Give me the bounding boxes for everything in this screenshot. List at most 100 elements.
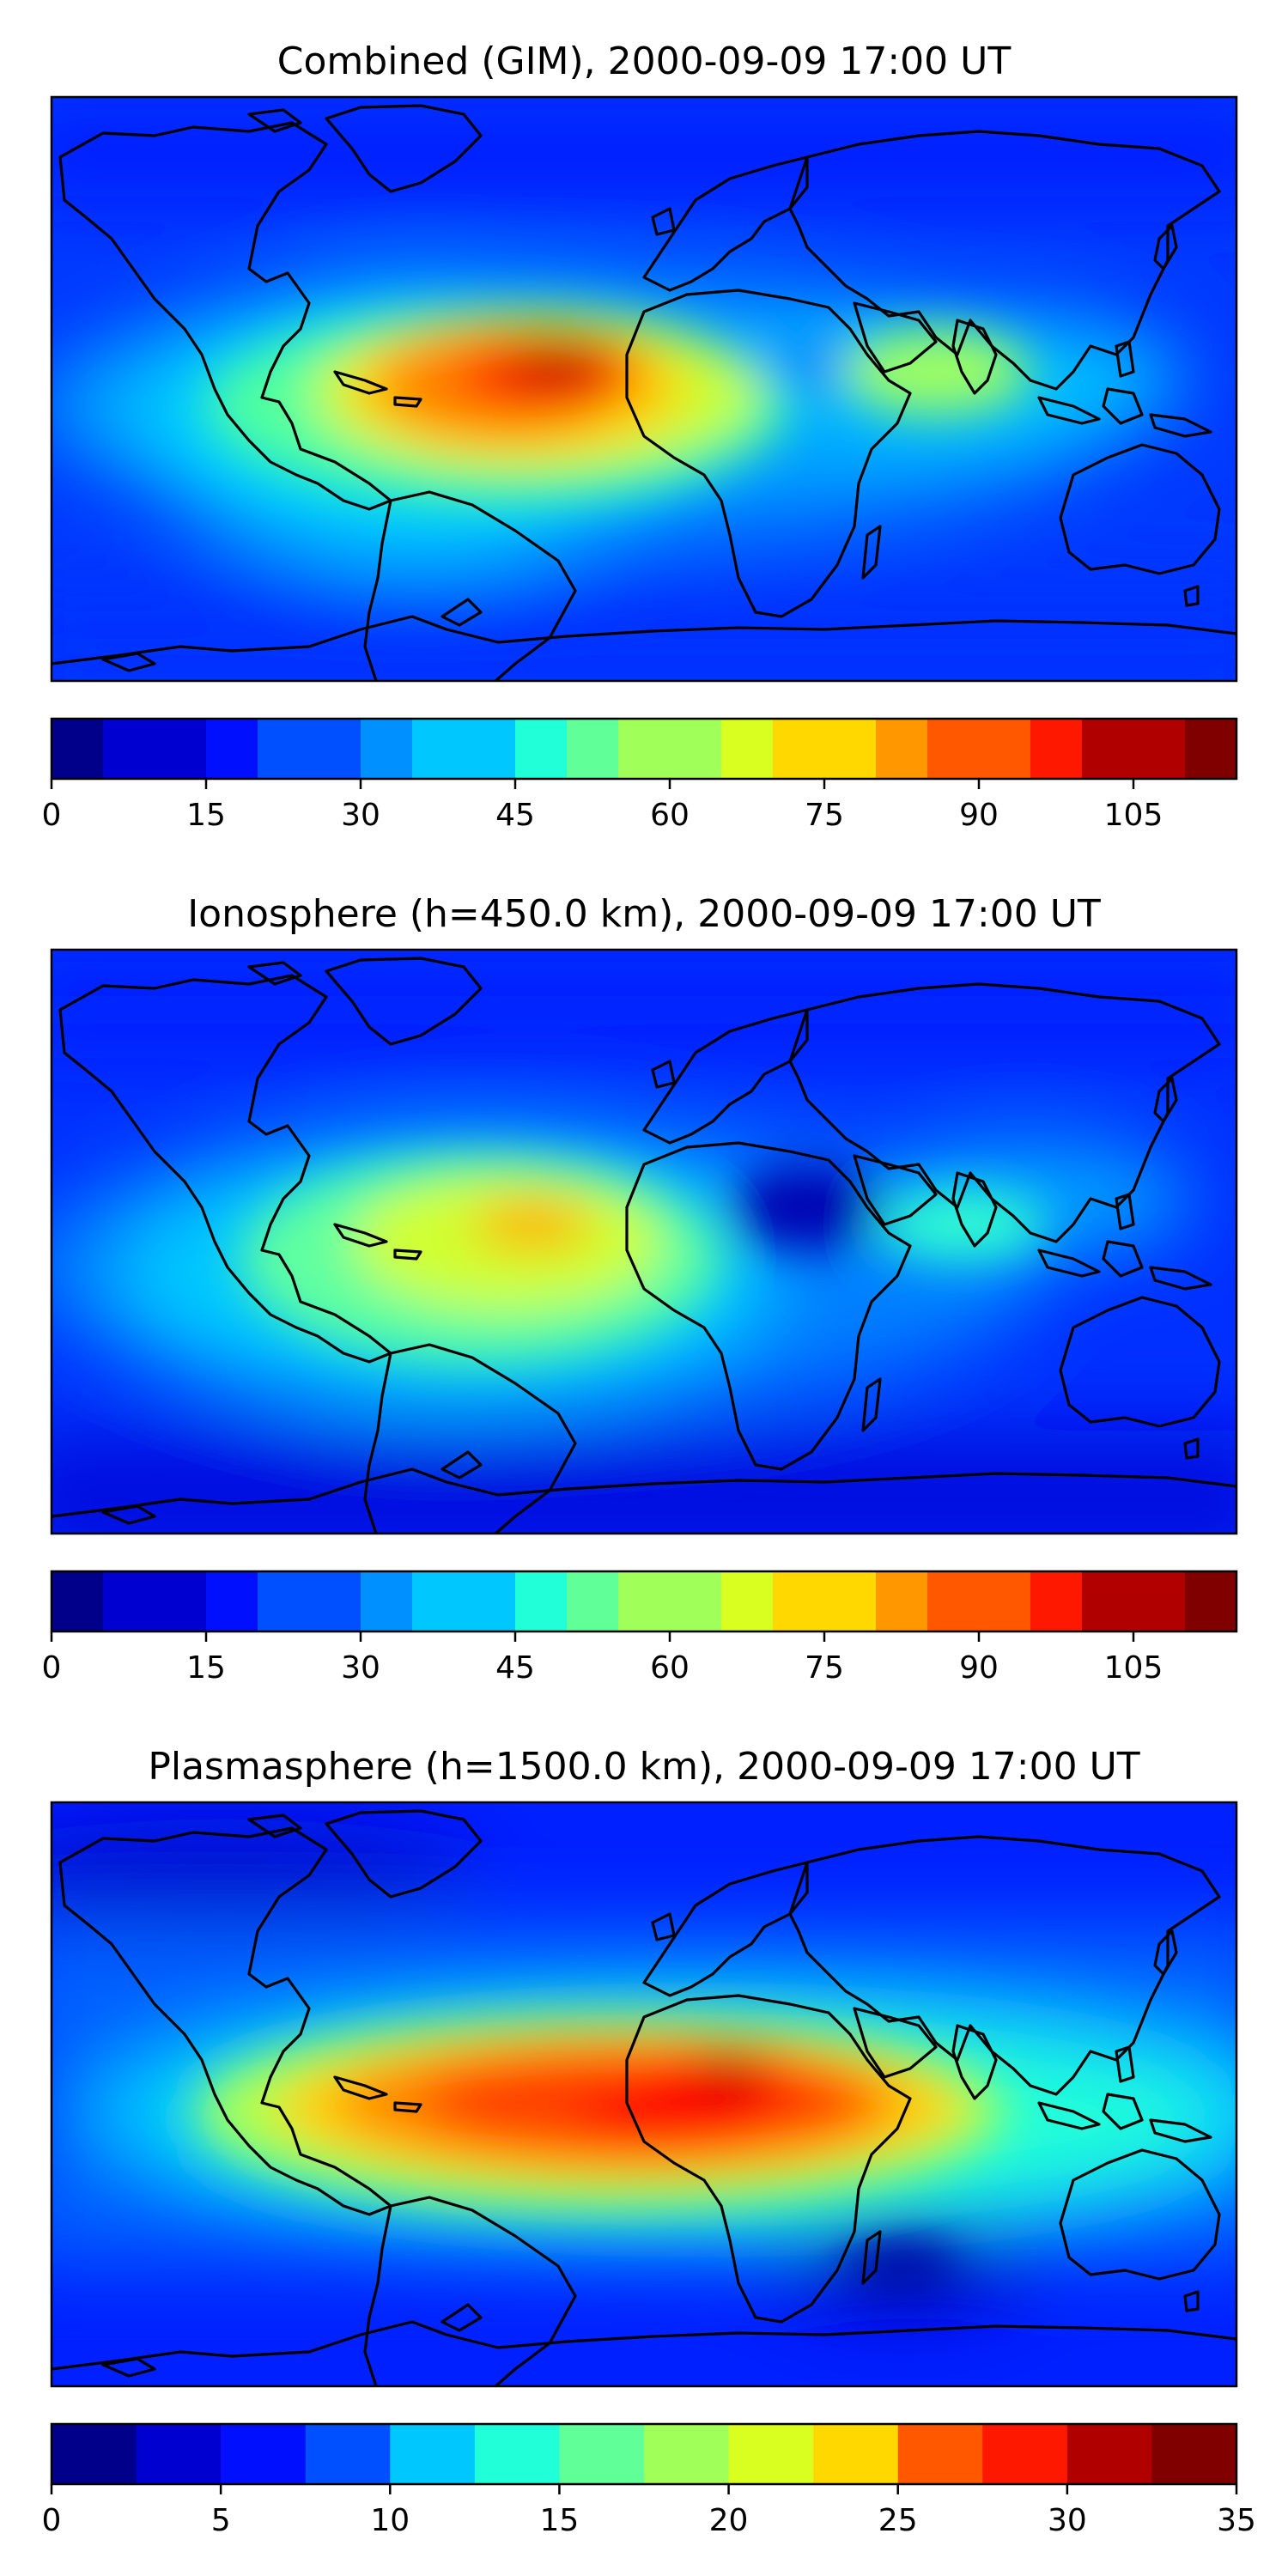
colorbar-tick-label: 105 bbox=[1104, 1650, 1163, 1686]
colorbar-tick-label: 90 bbox=[959, 798, 999, 833]
colorbar-tick-label: 10 bbox=[370, 2503, 410, 2538]
colorbar-tick-label: 0 bbox=[42, 1650, 62, 1686]
colorbar-swatch bbox=[876, 1571, 928, 1631]
colorbar-swatch bbox=[390, 2424, 476, 2484]
colorbar-tick-label: 75 bbox=[805, 798, 844, 833]
colorbar-swatch bbox=[309, 1571, 361, 1631]
colorbar-swatch bbox=[52, 719, 104, 779]
colorbar-tick-label: 45 bbox=[495, 1650, 535, 1686]
colorbar-swatch bbox=[773, 719, 825, 779]
colorbar-swatch bbox=[813, 2424, 899, 2484]
colorbar-swatch bbox=[206, 719, 258, 779]
colorbar-tick-label: 0 bbox=[42, 2503, 62, 2538]
colorbar-swatch bbox=[1133, 1571, 1186, 1631]
colorbar-swatch bbox=[361, 719, 413, 779]
colorbar-swatch bbox=[412, 719, 465, 779]
colorbar-swatch bbox=[361, 1571, 413, 1631]
colorbar-swatch bbox=[567, 719, 619, 779]
colorbar-swatch bbox=[103, 719, 155, 779]
colorbar-tick-label: 25 bbox=[878, 2503, 918, 2538]
colorbar-swatch bbox=[721, 719, 774, 779]
colorbar-swatch bbox=[258, 1571, 310, 1631]
colorbar-tick-label: 90 bbox=[959, 1650, 999, 1686]
colorbar-tick-label: 30 bbox=[1048, 2503, 1087, 2538]
colorbar-swatch bbox=[305, 2424, 391, 2484]
colorbar-tick-label: 15 bbox=[540, 2503, 580, 2538]
colorbar-swatch bbox=[927, 1571, 980, 1631]
colorbar-tick-label: 20 bbox=[709, 2503, 749, 2538]
colorbar: 0 15 30 45 60 75 90 105 bbox=[42, 1570, 1238, 1686]
colorbar-swatch bbox=[464, 719, 516, 779]
map-field bbox=[52, 1802, 1236, 2386]
map-field bbox=[52, 950, 1236, 1534]
panel-title: Combined (GIM), 2000-09-09 17:00 UT bbox=[277, 39, 1012, 83]
colorbar-tick-label: 75 bbox=[805, 1650, 844, 1686]
colorbar-swatch bbox=[1185, 719, 1237, 779]
colorbar-swatch bbox=[1082, 719, 1134, 779]
panel-ionosphere: Ionosphere (h=450.0 km), 2000-09-09 17:0… bbox=[42, 892, 1238, 1686]
colorbar-swatch bbox=[258, 719, 310, 779]
colorbar-swatch bbox=[155, 719, 207, 779]
colorbar-swatch bbox=[927, 719, 980, 779]
colorbar-swatch bbox=[773, 1571, 825, 1631]
colorbar-swatch bbox=[136, 2424, 222, 2484]
colorbar-swatch bbox=[1151, 2424, 1237, 2484]
colorbar-swatch bbox=[464, 1571, 516, 1631]
colorbar-swatch bbox=[670, 719, 722, 779]
colorbar-swatch bbox=[979, 719, 1031, 779]
colorbar-swatch bbox=[1066, 2424, 1153, 2484]
colorbar-swatch bbox=[644, 2424, 730, 2484]
colorbar-swatch bbox=[52, 2424, 137, 2484]
colorbar-swatch bbox=[515, 719, 568, 779]
colorbar-tick-label: 60 bbox=[650, 798, 690, 833]
colorbar-swatch bbox=[1030, 1571, 1083, 1631]
colorbar-swatch bbox=[155, 1571, 207, 1631]
colorbar-swatch bbox=[221, 2424, 307, 2484]
colorbar-tick-label: 15 bbox=[186, 798, 226, 833]
colorbar-swatch bbox=[1030, 719, 1083, 779]
colorbar-swatch bbox=[670, 1571, 722, 1631]
colorbar-tick-label: 30 bbox=[341, 1650, 380, 1686]
colorbar-swatch bbox=[618, 1571, 671, 1631]
colorbar-swatch bbox=[474, 2424, 561, 2484]
colorbar-tick-label: 105 bbox=[1104, 798, 1163, 833]
colorbar-swatch bbox=[876, 719, 928, 779]
colorbar-tick-label: 5 bbox=[211, 2503, 231, 2538]
colorbar-swatch bbox=[1082, 1571, 1134, 1631]
colorbar-swatch bbox=[824, 1571, 877, 1631]
colorbar-swatch bbox=[721, 1571, 774, 1631]
colorbar-swatch bbox=[1133, 719, 1186, 779]
map-frame bbox=[50, 948, 1238, 1535]
colorbar-tick-label: 0 bbox=[42, 798, 62, 833]
panel-title: Plasmasphere (h=1500.0 km), 2000-09-09 1… bbox=[148, 1745, 1139, 1789]
map-field bbox=[52, 97, 1236, 681]
colorbar-swatch bbox=[979, 1571, 1031, 1631]
colorbar-swatch bbox=[206, 1571, 258, 1631]
colorbar-swatch bbox=[982, 2424, 1068, 2484]
colorbar-swatch bbox=[412, 1571, 465, 1631]
colorbar-tick-label: 30 bbox=[341, 798, 380, 833]
colorbar-swatch bbox=[728, 2424, 814, 2484]
colorbar-swatch bbox=[52, 1571, 104, 1631]
colorbar: 0 15 30 45 60 75 90 105 bbox=[42, 717, 1238, 833]
colorbar-swatch bbox=[1185, 1571, 1237, 1631]
colorbar-swatch bbox=[309, 719, 361, 779]
colorbar-swatch bbox=[824, 719, 877, 779]
colorbar-swatch bbox=[897, 2424, 983, 2484]
colorbar-swatch bbox=[567, 1571, 619, 1631]
colorbar-swatch bbox=[103, 1571, 155, 1631]
map-frame bbox=[50, 95, 1238, 683]
colorbar-tick-label: 35 bbox=[1217, 2503, 1256, 2538]
colorbar-tick-label: 60 bbox=[650, 1650, 690, 1686]
map-frame bbox=[50, 1801, 1238, 2388]
colorbar-tick-label: 45 bbox=[495, 798, 535, 833]
panel-title: Ionosphere (h=450.0 km), 2000-09-09 17:0… bbox=[187, 892, 1101, 936]
colorbar-swatch bbox=[559, 2424, 645, 2484]
colorbar: 0 5 10 15 20 25 30 35 bbox=[42, 2422, 1256, 2538]
colorbar-swatch bbox=[618, 719, 671, 779]
panel-plasmasphere: Plasmasphere (h=1500.0 km), 2000-09-09 1… bbox=[42, 1745, 1256, 2538]
colorbar-swatch bbox=[515, 1571, 568, 1631]
colorbar-tick-label: 15 bbox=[186, 1650, 226, 1686]
panel-combined: Combined (GIM), 2000-09-09 17:00 UT bbox=[42, 39, 1238, 833]
